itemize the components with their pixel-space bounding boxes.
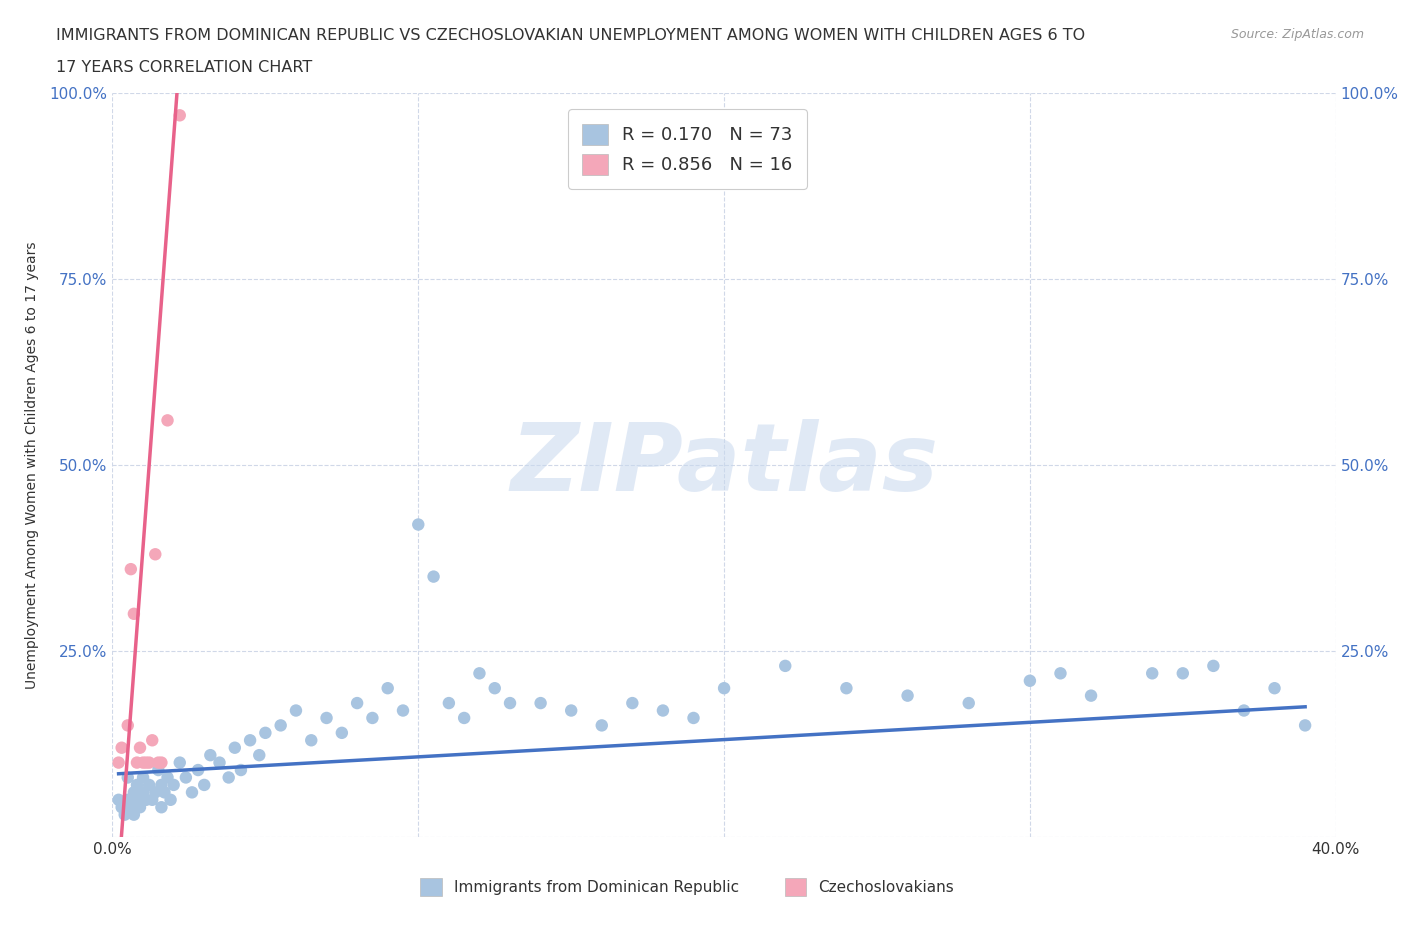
Point [957,696,980,711]
Point [560,703,582,718]
Point [218,770,240,785]
Point [150,755,173,770]
Point [775,658,797,673]
Point [138,755,160,770]
Point [1049,666,1071,681]
Point [1202,658,1225,673]
Point [208,755,231,770]
Point [111,740,134,755]
Point [682,711,704,725]
Point [422,569,444,584]
Point [1294,718,1316,733]
Point [224,740,246,755]
Point [499,696,522,711]
Point [377,681,399,696]
Point [468,666,491,681]
Point [1018,673,1040,688]
Point [169,108,191,123]
Point [132,770,155,785]
Point [239,733,262,748]
Point [330,725,353,740]
Point [143,785,166,800]
Point [200,748,222,763]
Point [1142,666,1164,681]
Point [117,718,139,733]
Point [150,777,173,792]
Point [148,755,170,770]
Point [125,792,148,807]
Point [135,792,157,807]
Point [315,711,337,725]
Point [713,681,735,696]
Point [591,718,613,733]
Point [129,800,152,815]
Point [125,755,148,770]
Point [122,606,145,621]
Point [141,792,163,807]
Point [1264,681,1286,696]
Point [132,755,155,770]
Point [156,413,179,428]
Point [122,785,145,800]
Point [1080,688,1102,703]
Legend: Immigrants from Dominican Republic, Czechoslovakians: Immigrants from Dominican Republic, Czec… [413,870,962,904]
Point [437,696,460,711]
Point [408,517,430,532]
Text: ZIPatlas: ZIPatlas [510,419,938,511]
Point [111,800,134,815]
Point [193,777,215,792]
Point [346,696,368,711]
Point [148,763,170,777]
Point [484,681,506,696]
Point [163,777,186,792]
Text: 17 YEARS CORRELATION CHART: 17 YEARS CORRELATION CHART [56,60,312,75]
Point [141,733,163,748]
Point [129,740,152,755]
Point [621,696,644,711]
Point [247,748,270,763]
Point [143,547,166,562]
Point [138,777,160,792]
Point [107,755,129,770]
Point [120,562,142,577]
Point [270,718,292,733]
Point [174,770,197,785]
Point [453,711,475,725]
Point [132,785,155,800]
Point [652,703,675,718]
Point [229,763,252,777]
Point [120,800,142,815]
Point [835,681,858,696]
Point [114,807,136,822]
Point [135,755,157,770]
Point [284,703,308,718]
Point [107,792,129,807]
Point [117,792,139,807]
Point [187,763,209,777]
Text: IMMIGRANTS FROM DOMINICAN REPUBLIC VS CZECHOSLOVAKIAN UNEMPLOYMENT AMONG WOMEN W: IMMIGRANTS FROM DOMINICAN REPUBLIC VS CZ… [56,28,1085,43]
Point [169,755,191,770]
Point [1233,703,1256,718]
Point [299,733,322,748]
Point [117,770,139,785]
Point [125,777,148,792]
Point [897,688,920,703]
Point [392,703,415,718]
Point [1171,666,1194,681]
Point [153,785,176,800]
Point [181,785,204,800]
Y-axis label: Unemployment Among Women with Children Ages 6 to 17 years: Unemployment Among Women with Children A… [24,241,38,689]
Point [150,800,173,815]
Point [156,770,179,785]
Point [159,792,181,807]
Text: Source: ZipAtlas.com: Source: ZipAtlas.com [1230,28,1364,41]
Point [122,807,145,822]
Point [530,696,553,711]
Point [254,725,277,740]
Point [361,711,384,725]
